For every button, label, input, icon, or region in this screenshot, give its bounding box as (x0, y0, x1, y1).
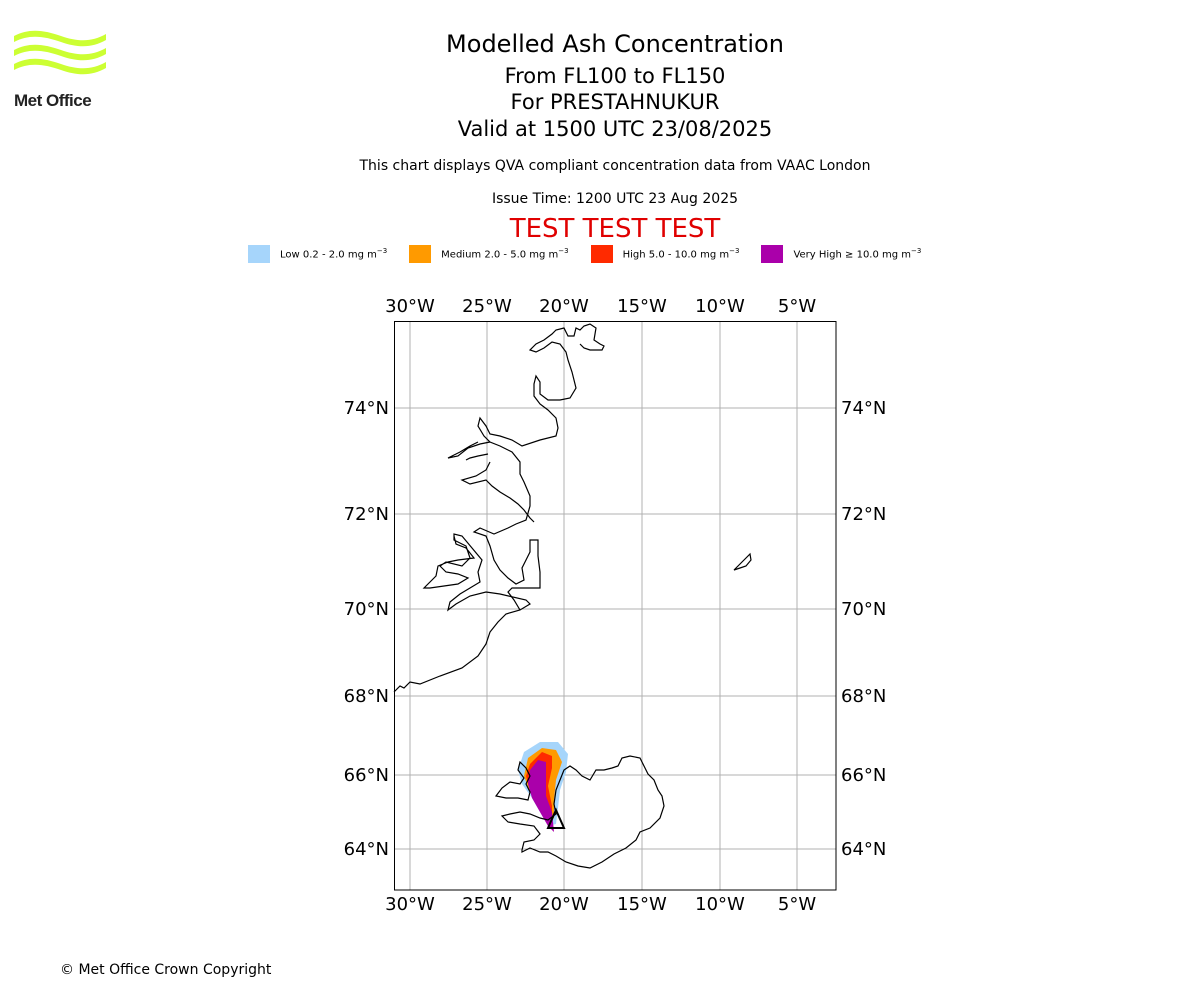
lat-tick-label: 64°N (344, 839, 389, 860)
lat-tick-label: 70°N (344, 599, 389, 620)
concentration-legend: Low 0.2 - 2.0 mg m−3 Medium 2.0 - 5.0 mg… (248, 244, 943, 264)
lon-tick-label: 10°W (695, 296, 745, 317)
lat-tick-label: 66°N (841, 765, 886, 786)
lat-tick-label: 68°N (344, 686, 389, 707)
legend-label-high: High 5.0 - 10.0 mg m (622, 249, 730, 261)
legend-label-very-high: Very High ≥ 10.0 mg m (793, 249, 912, 261)
lat-ticks-right: 74°N 72°N 70°N 68°N 66°N 64°N (841, 398, 886, 860)
legend-item-very-high: Very High ≥ 10.0 mg m−3 (761, 245, 921, 263)
legend-item-medium: Medium 2.0 - 5.0 mg m−3 (409, 245, 569, 263)
lon-tick-label: 5°W (778, 296, 816, 317)
lon-tick-label: 10°W (695, 894, 745, 915)
logo-text: Met Office (14, 91, 92, 110)
greenland-coastline (393, 323, 605, 693)
lon-ticks-top: 30°W 25°W 20°W 15°W 10°W 5°W (385, 296, 816, 317)
lon-tick-label: 15°W (617, 894, 667, 915)
iceland-coastline (494, 755, 665, 869)
legend-item-high: High 5.0 - 10.0 mg m−3 (590, 245, 739, 263)
lon-tick-label: 30°W (385, 894, 435, 915)
volcano-name: For PRESTAHNUKUR (510, 90, 720, 114)
lon-tick-label: 20°W (539, 296, 589, 317)
legend-label-medium: Medium 2.0 - 5.0 mg m (441, 249, 559, 261)
valid-time: Valid at 1500 UTC 23/08/2025 (457, 117, 773, 141)
lat-tick-label: 72°N (841, 504, 886, 525)
volcano-marker (546, 807, 566, 829)
lat-tick-label: 74°N (344, 398, 389, 419)
lat-tick-label: 66°N (344, 765, 389, 786)
ash-very-high-region (528, 760, 554, 832)
met-office-waves-icon (14, 30, 106, 75)
legend-swatch-low (248, 245, 270, 263)
legend-swatch-medium (409, 245, 432, 263)
lon-tick-label: 25°W (462, 894, 512, 915)
lat-ticks-left: 74°N 72°N 70°N 68°N 66°N 64°N (344, 398, 389, 860)
lat-tick-label: 74°N (841, 398, 886, 419)
legend-item-low: Low 0.2 - 2.0 mg m−3 (248, 245, 387, 263)
lon-tick-label: 25°W (462, 296, 512, 317)
lat-tick-label: 72°N (344, 504, 389, 525)
lat-tick-label: 70°N (841, 599, 886, 620)
lon-tick-label: 20°W (539, 894, 589, 915)
lat-tick-label: 64°N (841, 839, 886, 860)
lon-tick-label: 30°W (385, 296, 435, 317)
lat-tick-label: 68°N (841, 686, 886, 707)
test-banner: TEST TEST TEST (509, 214, 721, 244)
lon-tick-label: 15°W (617, 296, 667, 317)
chart-title: Modelled Ash Concentration (446, 30, 784, 58)
issue-time: Issue Time: 1200 UTC 23 Aug 2025 (491, 191, 739, 207)
copyright-notice: © Met Office Crown Copyright (60, 962, 272, 978)
flight-level-range: From FL100 to FL150 (504, 64, 726, 88)
legend-label-low: Low 0.2 - 2.0 mg m (280, 249, 377, 261)
map-grid (394, 321, 836, 890)
lon-ticks-bottom: 30°W 25°W 20°W 15°W 10°W 5°W (385, 894, 816, 915)
chart-description: This chart displays QVA compliant concen… (359, 158, 871, 174)
met-office-logo (14, 30, 106, 75)
jan-mayen-coastline (733, 552, 752, 571)
map-frame (394, 321, 837, 891)
lon-tick-label: 5°W (778, 894, 816, 915)
ash-plume (518, 742, 568, 832)
legend-swatch-very-high (761, 245, 784, 263)
legend-swatch-high (590, 245, 613, 263)
